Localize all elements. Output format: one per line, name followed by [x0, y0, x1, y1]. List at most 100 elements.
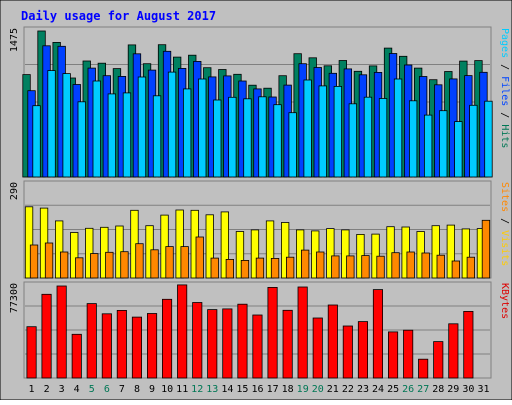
bar-sites	[436, 254, 445, 279]
bar-pages	[182, 88, 192, 178]
x-tick-label: 12	[191, 384, 203, 395]
bar-sites	[376, 255, 385, 279]
series-axis-label: Sites / Visits	[499, 182, 510, 266]
x-tick-label: 30	[462, 384, 474, 395]
x-tick-label: 2	[44, 384, 50, 395]
x-tick-label: 11	[176, 384, 188, 395]
bar-sites	[105, 251, 114, 279]
bar-visits	[431, 225, 440, 279]
bar-pages	[469, 104, 478, 178]
bar-sites	[481, 219, 491, 279]
y-max-label: 1475	[9, 28, 20, 52]
bar-pages	[152, 95, 162, 178]
bar-visits	[326, 228, 335, 279]
x-tick-label: 3	[59, 384, 65, 395]
chart-panels: 1475 Pages / Files / Hits 290 Sites / Visit…	[9, 26, 510, 379]
bar-kbytes	[418, 358, 429, 379]
bar-sites	[180, 246, 189, 279]
bar-visits	[265, 220, 275, 279]
bar-visits	[220, 211, 230, 279]
bar-pages	[62, 73, 71, 178]
y-max-label: 290	[9, 182, 20, 200]
bar-sites	[29, 244, 39, 279]
x-tick-label: 17	[267, 384, 279, 395]
bar-sites	[120, 251, 129, 279]
bar-kbytes	[161, 298, 173, 379]
series-axis-label-part: Files	[499, 76, 510, 106]
bar-pages	[122, 92, 132, 178]
bar-kbytes	[71, 333, 82, 379]
bar-sites	[391, 252, 400, 279]
series-visits	[24, 206, 486, 279]
x-tick-label: 13	[206, 384, 218, 395]
panel-visits-sites: 290 Sites / Visits	[9, 180, 510, 279]
x-tick-label: 27	[417, 384, 429, 395]
bar-sites	[90, 253, 99, 279]
bar-pages	[228, 96, 237, 178]
series-sites	[29, 219, 491, 279]
bar-visits	[341, 229, 350, 279]
panel-kbytes: 77300 KBytes	[9, 281, 510, 379]
bar-kbytes	[26, 326, 37, 379]
x-tick-label: 19	[297, 384, 309, 395]
bar-sites	[270, 257, 280, 279]
x-axis-tick-labels: 1 2 3 4 5 6 7 8 9 10 11 12 13 14 15 16 17 18 19 20 21 22 23 24 2…	[28, 384, 489, 395]
bar-visits	[85, 227, 94, 279]
bar-kbytes	[357, 321, 368, 379]
bar-pages	[318, 85, 327, 178]
x-tick-label: 25	[387, 384, 399, 395]
bar-pages	[273, 104, 282, 178]
panel-hits-files-pages: 1475 Pages / Files / Hits	[9, 26, 510, 178]
x-tick-label: 10	[161, 384, 173, 395]
bar-kbytes	[101, 313, 112, 379]
x-tick-label: 7	[119, 384, 125, 395]
bar-sites	[466, 256, 476, 279]
x-tick-label: 28	[432, 384, 444, 395]
bar-pages	[363, 96, 373, 178]
series-files	[27, 45, 488, 178]
x-tick-label: 9	[149, 384, 155, 395]
bar-kbytes	[403, 329, 414, 379]
bar-visits	[461, 228, 471, 279]
bar-pages	[484, 100, 493, 178]
bar-sites	[195, 236, 204, 279]
bar-sites	[225, 258, 235, 279]
series-axis-label-part: /	[499, 212, 510, 230]
bar-pages	[439, 110, 448, 178]
bar-visits	[55, 220, 64, 279]
bar-pages	[393, 78, 403, 178]
bar-visits	[280, 222, 290, 279]
x-tick-label: 16	[251, 384, 263, 395]
bar-visits	[24, 206, 34, 279]
x-tick-label: 5	[89, 384, 95, 395]
bar-kbytes	[41, 293, 52, 379]
series-axis-label-part: /	[499, 58, 510, 76]
series-pages	[32, 70, 493, 178]
bar-pages	[32, 105, 41, 178]
bar-sites	[451, 260, 461, 279]
bar-sites	[150, 249, 159, 279]
bar-visits	[235, 231, 245, 279]
series-axis-label: KBytes	[499, 283, 510, 319]
series-axis-label-part: Pages	[499, 28, 510, 58]
bar-kbytes	[448, 323, 459, 379]
bar-pages	[348, 103, 358, 178]
x-tick-label: 23	[357, 384, 369, 395]
series-axis-label-part: Visits	[499, 230, 510, 266]
bar-visits	[70, 232, 79, 279]
bar-kbytes	[297, 286, 308, 379]
bar-kbytes	[146, 313, 158, 379]
series-axis-label: Pages / Files / Hits	[499, 28, 510, 148]
bar-sites	[361, 255, 370, 279]
bar-sites	[331, 255, 340, 279]
bar-kbytes	[177, 284, 188, 379]
bar-pages	[198, 78, 207, 178]
bar-sites	[210, 257, 219, 279]
bar-kbytes	[56, 285, 67, 379]
bar-sites	[255, 257, 265, 279]
bar-sites	[316, 251, 325, 279]
bar-visits	[175, 209, 184, 279]
bar-kbytes	[342, 325, 353, 379]
bar-sites	[165, 246, 174, 279]
